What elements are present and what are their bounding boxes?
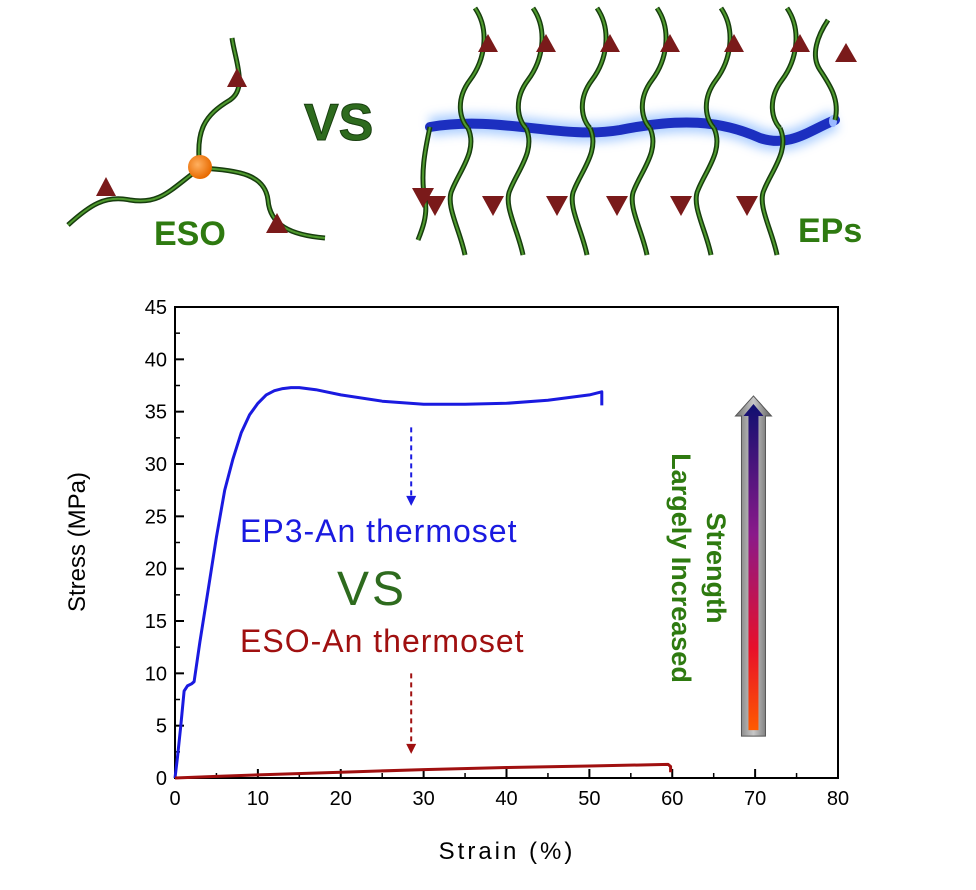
y-tick-label: 15 xyxy=(145,611,167,633)
epoxy-triangle-icon xyxy=(670,196,692,216)
epoxy-triangle-icon xyxy=(660,34,680,52)
eps-molecule xyxy=(412,6,857,256)
side-chain-hl xyxy=(761,127,784,256)
y-tick-label: 40 xyxy=(145,349,167,371)
annotation-layer xyxy=(406,395,773,754)
y-tick-label: 30 xyxy=(145,454,167,476)
side-chain-hl xyxy=(459,7,486,129)
y-ticks: 0 5 10 15 20 25 30 35 40 45 xyxy=(145,297,184,790)
epoxy-triangle-icon xyxy=(266,213,288,233)
x-tick-label: 60 xyxy=(661,788,683,810)
x-tick-label: 40 xyxy=(495,788,517,810)
epoxy-triangle-icon xyxy=(724,34,744,52)
side-text-largely-increased: Largely Increased xyxy=(666,453,696,683)
eso-chain-right-hl xyxy=(199,167,326,239)
y-tick-label: 0 xyxy=(156,768,167,790)
y-tick-label: 25 xyxy=(145,506,167,528)
eps-label: EPs xyxy=(798,212,862,250)
y-tick-label: 5 xyxy=(156,716,167,738)
x-tick-label: 30 xyxy=(413,788,435,810)
eso-chain-left-hl xyxy=(67,167,201,226)
side-chain xyxy=(703,6,733,130)
side-chain-hl xyxy=(517,7,544,129)
side-chain xyxy=(769,6,799,130)
x-ticks: 0 10 20 30 40 50 60 70 80 xyxy=(169,769,849,810)
side-chain-hl xyxy=(705,7,732,129)
epoxy-triangle-icon xyxy=(96,177,116,196)
x-tick-label: 70 xyxy=(744,788,766,810)
epoxy-triangle-icon xyxy=(424,196,446,216)
side-chain xyxy=(639,6,669,130)
chart-vs-label: VS xyxy=(337,563,407,616)
side-chain-hl xyxy=(449,127,472,256)
epoxy-triangle-icon xyxy=(606,196,628,216)
side-chain-hl xyxy=(771,7,798,129)
side-chain-hl xyxy=(581,7,608,129)
side-chain xyxy=(579,6,609,130)
x-tick-label: 80 xyxy=(827,788,849,810)
side-chain-hl xyxy=(814,19,838,121)
schematic: ESO VS EPs xyxy=(66,6,862,256)
legend-eso-label: ESO-An thermoset xyxy=(240,623,525,659)
backbone-chain xyxy=(425,115,840,146)
y-axis-label: Stress (MPa) xyxy=(64,472,91,612)
eso-molecule: ESO xyxy=(66,37,326,253)
side-chain-hl xyxy=(507,127,530,256)
series-line-ep3-an xyxy=(173,386,604,779)
eso-label: ESO xyxy=(154,215,226,253)
side-text-strength: Strength xyxy=(701,513,731,624)
y-tick-label: 35 xyxy=(145,402,167,424)
blue-dashed-arrow-head xyxy=(406,495,417,506)
schematic-vs-label: VS xyxy=(304,94,373,152)
y-tick-label: 45 xyxy=(145,297,167,319)
x-tick-label: 0 xyxy=(169,788,180,810)
x-tick-label: 20 xyxy=(330,788,352,810)
series-line-eso-an xyxy=(174,762,673,780)
side-chain xyxy=(515,6,545,130)
epoxy-triangle-icon xyxy=(546,196,568,216)
epoxy-triangle-icon xyxy=(482,196,504,216)
x-tick-label: 50 xyxy=(578,788,600,810)
epoxy-triangle-icon xyxy=(835,43,857,62)
side-chain xyxy=(813,18,839,121)
epoxy-triangle-icon xyxy=(600,34,620,52)
eso-chain-top xyxy=(196,37,242,169)
epoxy-triangle-icon xyxy=(412,188,434,208)
epoxy-triangle-icon xyxy=(536,34,556,52)
stress-strain-chart: 0 10 20 30 40 50 60 70 80 0 5 10 15 20 25 30 35 40 45 Str… xyxy=(64,297,849,865)
y-tick-label: 20 xyxy=(145,559,167,581)
series-layer xyxy=(173,386,673,780)
epoxy-triangle-icon xyxy=(790,34,810,52)
side-chain-hl xyxy=(631,127,654,256)
eso-chain-top-hl xyxy=(197,37,241,169)
strength-arrow-fill xyxy=(743,403,764,731)
x-tick-label: 10 xyxy=(247,788,269,810)
epoxy-triangle-icon xyxy=(478,34,498,52)
side-chain-hl xyxy=(641,7,668,129)
legend-ep3-label: EP3-An thermoset xyxy=(240,513,517,549)
epoxy-triangle-icon xyxy=(227,68,247,87)
side-chain-hl xyxy=(695,127,718,256)
side-chain-hl xyxy=(571,127,594,256)
side-chain xyxy=(457,6,487,130)
y-tick-label: 10 xyxy=(145,663,167,685)
red-dashed-arrow-head xyxy=(406,743,417,754)
eso-core-icon xyxy=(188,155,212,179)
epoxy-triangle-icon xyxy=(736,196,758,216)
x-axis-label: Strain (%) xyxy=(439,838,576,865)
